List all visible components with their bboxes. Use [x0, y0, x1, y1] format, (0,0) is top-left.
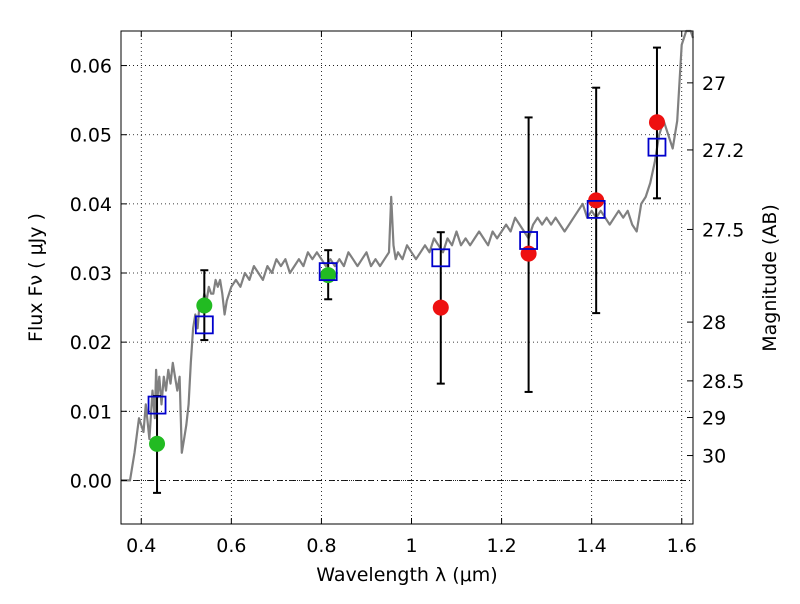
x-tick-label: 0.6 [216, 535, 246, 557]
model-square-point [194, 315, 214, 335]
y-tick-label: 0.00 [70, 470, 112, 492]
x-tick-label: 1.6 [667, 535, 697, 557]
template-spectrum-line [121, 29, 695, 482]
x-tick-label: 1.2 [486, 535, 516, 557]
y-tick-label: 0.04 [70, 194, 112, 216]
red-data-point [432, 299, 449, 316]
y-axis-label: Flux Fν ( μJy ) [25, 213, 47, 342]
red-data-point [520, 245, 537, 262]
model-square-point [431, 248, 451, 268]
y-tick-label: 0.05 [70, 125, 112, 147]
x-tick-label: 1 [405, 535, 417, 557]
mag-tick-label: 27 [702, 73, 726, 95]
grid-layer [121, 31, 693, 524]
model-square-point [519, 231, 539, 250]
x-tick-label: 0.4 [126, 535, 156, 557]
template-spectrum-layer [121, 29, 695, 482]
x-axis-label: Wavelength λ (μm) [316, 564, 497, 586]
model-square-point [318, 262, 338, 282]
green-data-point [149, 435, 166, 452]
mag-tick-label: 27.5 [702, 219, 744, 241]
mag-tick-label: 28 [702, 312, 726, 334]
model-squares-layer [147, 137, 667, 415]
y-tick-label: 0.03 [70, 263, 112, 285]
red-data-point [648, 114, 665, 131]
mag-tick-label: 28.5 [702, 371, 744, 393]
x-tick-label: 1.4 [577, 535, 607, 557]
axes-layer: 0.4 0.6 0.8 1 1.2 1.4 1.6 0.00 0.01 0.02 0.03 0.04 0… [70, 31, 744, 557]
errorbar-layer [153, 46, 661, 494]
mag-tick-label: 27.2 [702, 140, 744, 162]
y-tick-label: 0.02 [70, 332, 112, 354]
green-data-point [320, 267, 337, 284]
points-layer [149, 114, 665, 452]
mag-tick-label: 30 [702, 446, 726, 468]
x-tick-label: 0.8 [306, 535, 336, 557]
right-axis-label: Magnitude (AB) [759, 204, 781, 352]
mag-tick-label: 29 [702, 408, 726, 430]
plot-frame [120, 30, 694, 525]
y-tick-label: 0.06 [70, 56, 112, 78]
green-data-point [196, 297, 213, 314]
y-tick-label: 0.01 [70, 401, 112, 423]
model-square-point [586, 199, 606, 219]
model-square-point [147, 395, 167, 415]
model-square-point [647, 137, 667, 157]
